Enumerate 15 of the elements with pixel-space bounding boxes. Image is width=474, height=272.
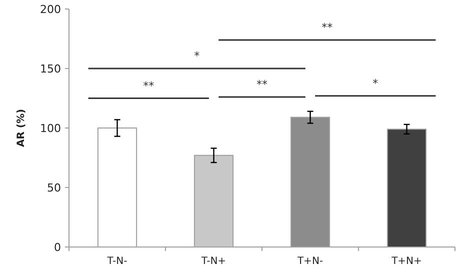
x-tick-label: T-N-: [106, 256, 128, 267]
y-tick-label: 150: [40, 62, 61, 76]
y-tick-label: 0: [54, 240, 61, 254]
annotation: **: [256, 78, 268, 92]
y-tick-label: 100: [40, 122, 61, 135]
x-tick-label: T+N+: [390, 256, 422, 267]
annotation: **: [143, 79, 155, 92]
annotation: *: [372, 76, 379, 90]
y-tick-label: 200: [40, 2, 61, 16]
y-axis-title: AR (%): [16, 108, 27, 148]
x-tick-label: T-N+: [200, 256, 226, 267]
annotation: *: [194, 50, 200, 62]
annotation: **: [322, 20, 334, 34]
y-tick-label: 50: [47, 181, 61, 194]
x-tick-label: T+N-: [296, 256, 324, 267]
